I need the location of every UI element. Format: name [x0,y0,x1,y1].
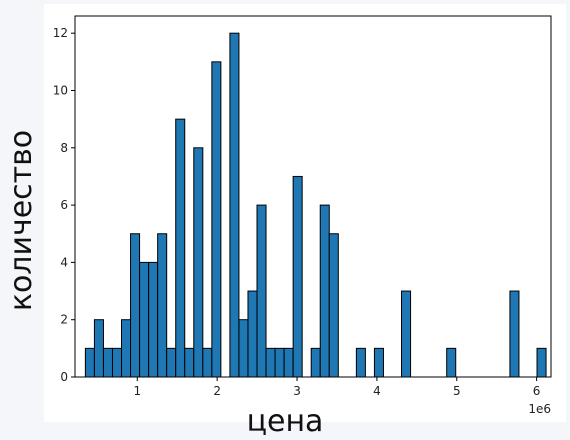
x-axis-label: цена [246,404,324,439]
histogram-bar [373,347,384,378]
x-tick-label: 2 [213,384,221,398]
histogram-bar [175,118,186,378]
histogram-bar [121,319,132,378]
histogram-bar [328,233,339,378]
y-tick-label: 2 [60,313,68,327]
histogram-bar [211,61,222,378]
y-tick-label: 6 [60,198,68,212]
histogram-bar [256,204,267,378]
histogram-bar [265,347,276,378]
histogram-bar [193,147,204,378]
histogram-bar [157,233,168,378]
histogram-bar [536,347,547,378]
histogram-bar [229,32,240,378]
histogram-bar [93,319,104,378]
y-tick-label: 12 [53,26,68,40]
histogram-bar [184,347,195,378]
histogram-bar [84,347,95,378]
x-tick-label: 3 [293,384,301,398]
histogram-bar [111,347,123,378]
y-tick-label: 8 [60,141,68,155]
histogram-bar [148,261,159,378]
x-tick-label: 5 [453,384,461,398]
histogram-bar [509,290,520,378]
x-tick-label: 6 [533,384,541,398]
x-tick-label: 4 [373,384,381,398]
y-axis-label: количество [4,129,40,311]
y-tick-label: 4 [60,255,68,269]
y-tick-label: 0 [60,370,68,384]
histogram-bar [202,347,213,378]
plot-frame [74,15,552,378]
histogram-bar [166,347,177,378]
histogram-bar [310,347,321,378]
histogram-bar [139,261,150,378]
histogram-bar [446,347,457,378]
histogram-bar [247,290,258,378]
histogram-bar [292,175,303,378]
x-offset-label: 1e6 [528,402,551,416]
histogram-bar [130,233,141,378]
histogram-bar [401,290,412,378]
y-tick-label: 10 [53,83,68,97]
chart-figure: 0 2 4 6 8 10 12 1 2 3 4 5 6 1e6 [44,4,566,422]
histogram-bar [319,204,330,378]
histogram-bar [238,319,249,378]
histogram-bar [283,347,294,378]
histogram-bar [355,347,366,378]
histogram-bar [274,347,285,378]
y-axis-label-wrap: количество [0,0,44,440]
histogram-bar [102,347,113,378]
x-tick-label: 1 [133,384,141,398]
